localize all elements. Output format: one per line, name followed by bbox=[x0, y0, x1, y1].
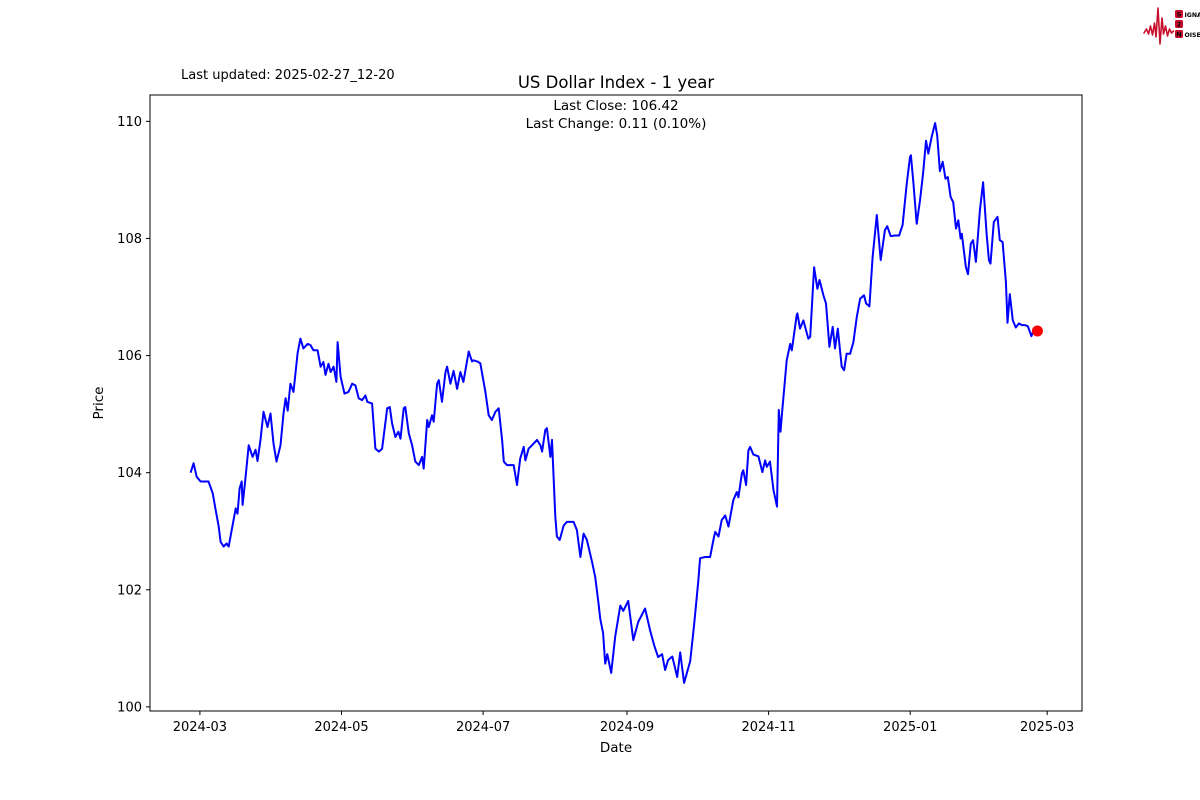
logo-badge bbox=[1175, 20, 1183, 28]
signal2noise-logo: SIGNAL2 N OISE bbox=[1143, 7, 1200, 45]
x-tick-label: 2024-07 bbox=[456, 720, 510, 735]
last-updated-text: Last updated: 2025-02-27_12-20 bbox=[181, 68, 395, 83]
x-tick-label: 2025-01 bbox=[883, 720, 937, 735]
plot-area: 100 102 104 106 108 110 2024-03 2024-05 2024-07 2… bbox=[117, 94, 1083, 735]
x-tick-label: 2025-03 bbox=[1020, 720, 1074, 735]
x-tick-label: 2024-11 bbox=[741, 720, 795, 735]
logo-badge-letter: 2 bbox=[1177, 21, 1182, 29]
x-tick-label: 2024-05 bbox=[314, 720, 368, 735]
plot-border bbox=[149, 94, 1083, 712]
y-axis-label: Price bbox=[91, 387, 107, 420]
y-tick-label: 100 bbox=[117, 700, 142, 715]
last-close-marker bbox=[1031, 325, 1043, 337]
x-axis-label: Date bbox=[600, 740, 632, 756]
y-tick-label: 110 bbox=[117, 115, 142, 130]
logo-badge-letter: S bbox=[1177, 11, 1182, 19]
y-tick-label: 104 bbox=[117, 466, 142, 481]
last-change-annotation: Last Change: 0.11 (0.10%) bbox=[526, 116, 707, 132]
y-tick-label: 102 bbox=[117, 583, 142, 598]
logo-badge bbox=[1175, 10, 1183, 18]
y-tick-label: 108 bbox=[117, 232, 142, 247]
waveform-icon bbox=[1143, 7, 1175, 45]
y-tick-label: 106 bbox=[117, 349, 142, 364]
x-tick-label: 2024-03 bbox=[173, 720, 227, 735]
logo-badge bbox=[1175, 30, 1183, 38]
logo-word-rest: OISE bbox=[1185, 32, 1200, 39]
price-line-series bbox=[189, 122, 1038, 684]
logo-badge-letter: N bbox=[1176, 31, 1181, 39]
chart-title: US Dollar Index - 1 year bbox=[518, 73, 715, 92]
logo-word-rest: IGNAL bbox=[1185, 12, 1200, 19]
x-tick-label: 2024-09 bbox=[600, 720, 654, 735]
last-close-annotation: Last Close: 106.42 bbox=[553, 98, 678, 114]
